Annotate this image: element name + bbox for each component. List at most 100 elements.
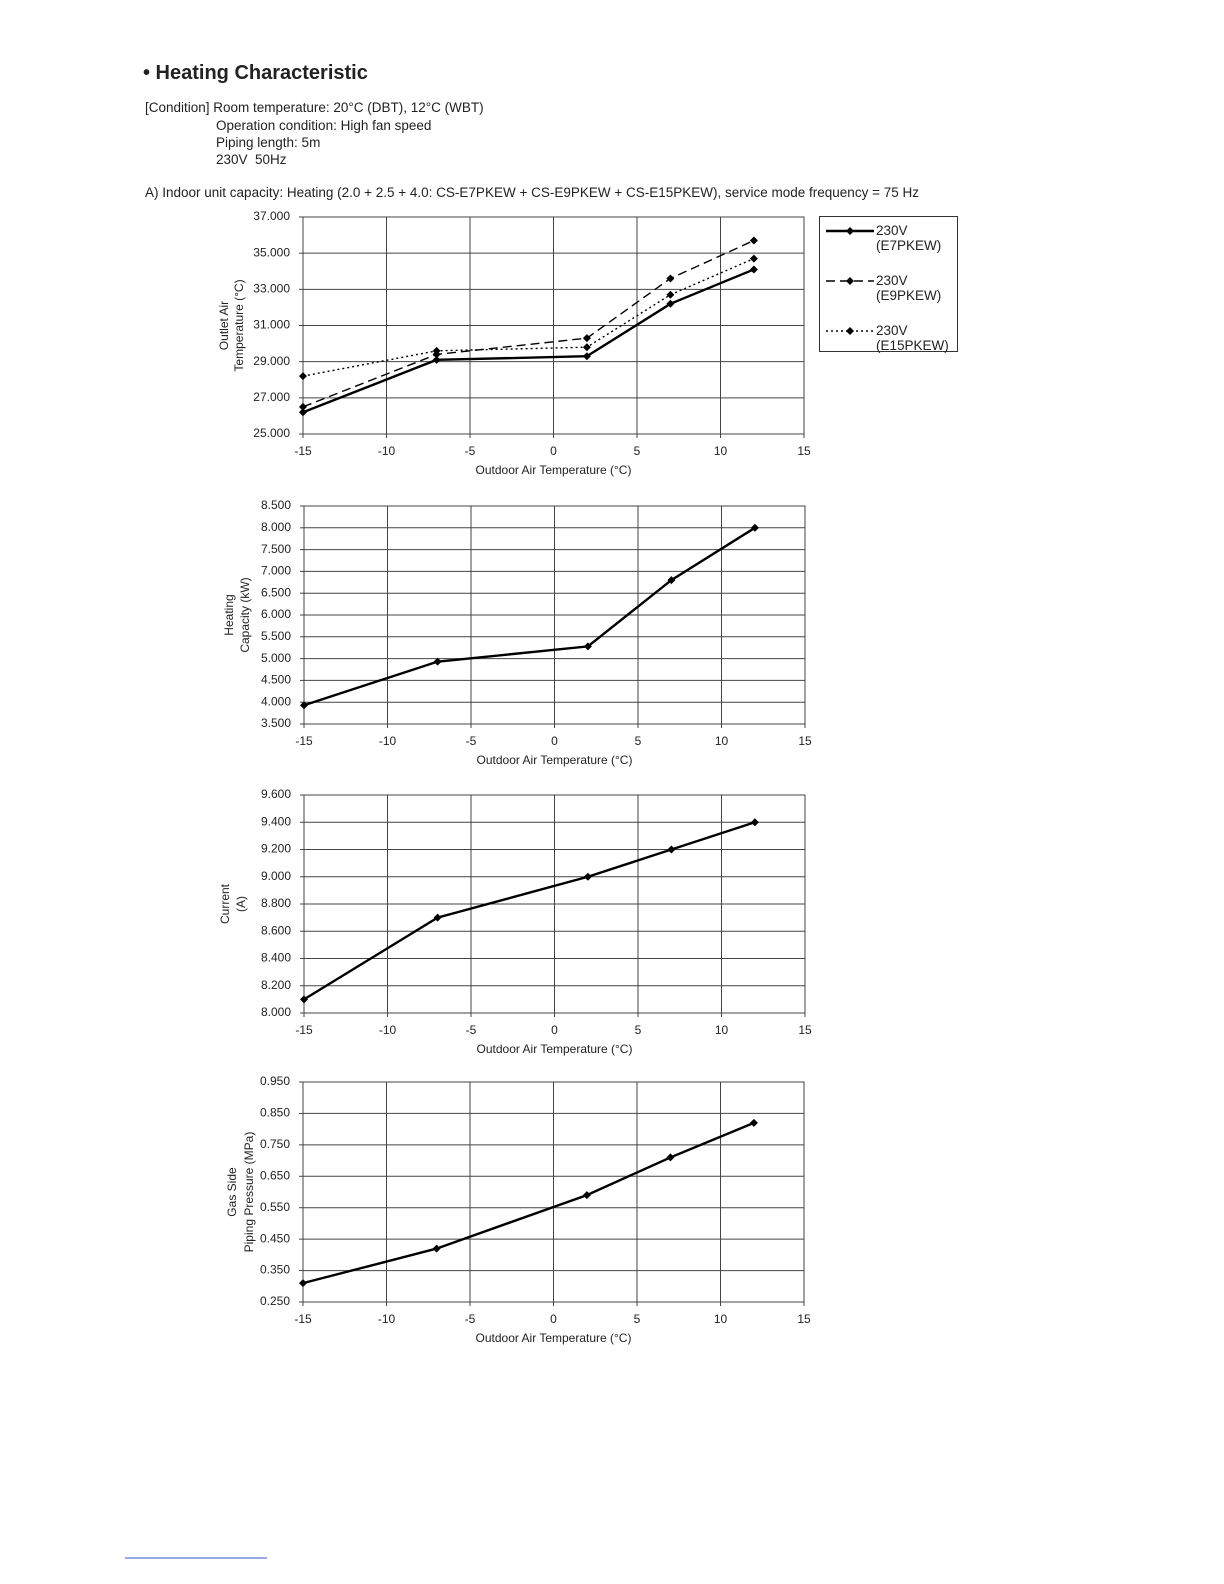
y-tick-label: 0.650 <box>260 1168 290 1182</box>
y-tick-label: 8.600 <box>261 923 291 937</box>
y-tick-label: 25.000 <box>253 426 290 440</box>
y-tick-label: 31.000 <box>253 318 290 332</box>
legend-item: 230V (E9PKEW) <box>820 273 957 317</box>
legend-label: 230V (E7PKEW) <box>876 223 942 253</box>
section-heading: A) Indoor unit capacity: Heating (2.0 + … <box>145 185 919 200</box>
legend-marker <box>846 277 854 285</box>
y-tick-label: 0.550 <box>260 1200 290 1214</box>
point-marker <box>299 402 307 411</box>
point-marker <box>667 845 676 854</box>
point-marker <box>582 334 591 343</box>
x-tick-label: 5 <box>634 1312 641 1326</box>
legend-swatch <box>826 327 874 335</box>
x-tick-label: 15 <box>797 444 811 458</box>
page-title: • Heating Characteristic <box>143 62 368 84</box>
y-axis-title: Current <box>218 883 232 924</box>
x-tick-label: 15 <box>798 734 812 748</box>
x-tick-label: 10 <box>715 1023 729 1037</box>
point-marker <box>750 818 759 827</box>
legend: 230V (E7PKEW) 230V (E9PKEW) 230V (E15PKEW) <box>819 216 958 353</box>
legend-label: 230V (E15PKEW) <box>876 323 949 353</box>
y-tick-label: 0.350 <box>260 1263 290 1277</box>
y-tick-label: 5.500 <box>261 629 291 643</box>
point-marker <box>582 352 591 361</box>
y-axis-title: (A) <box>234 896 248 912</box>
y-tick-label: 37.000 <box>253 209 290 223</box>
x-tick-label: -15 <box>295 734 313 748</box>
point-marker <box>299 1279 307 1288</box>
point-marker <box>432 355 441 364</box>
y-tick-label: 8.000 <box>261 1005 291 1019</box>
x-tick-label: 0 <box>551 1023 558 1037</box>
y-tick-label: 8.200 <box>261 978 291 992</box>
y-tick-label: 9.200 <box>261 842 291 856</box>
y-tick-label: 7.500 <box>261 542 291 556</box>
legend-swatch <box>826 227 874 235</box>
point-marker <box>666 299 675 308</box>
y-axis-title: Outlet Air <box>217 301 231 350</box>
y-tick-label: 8.500 <box>261 498 291 512</box>
y-tick-label: 27.000 <box>253 390 290 404</box>
legend-swatch <box>826 277 874 285</box>
y-tick-label: 33.000 <box>253 282 290 296</box>
point-marker <box>749 254 758 263</box>
x-tick-label: -15 <box>295 1023 313 1037</box>
x-tick-label: 0 <box>550 1312 557 1326</box>
x-tick-label: -10 <box>378 444 396 458</box>
point-marker <box>432 346 441 355</box>
point-marker <box>583 872 592 881</box>
x-tick-label: 5 <box>635 1023 642 1037</box>
point-marker <box>299 372 307 381</box>
x-tick-label: 15 <box>797 1312 811 1326</box>
y-tick-label: 9.600 <box>261 787 291 801</box>
point-marker <box>433 913 442 922</box>
y-tick-label: 9.000 <box>261 869 291 883</box>
point-marker <box>750 523 759 532</box>
x-tick-label: 5 <box>634 444 641 458</box>
y-tick-label: 4.500 <box>261 673 291 687</box>
x-tick-label: -15 <box>294 444 312 458</box>
y-tick-label: 6.500 <box>261 585 291 599</box>
y-tick-label: 29.000 <box>253 354 290 368</box>
x-tick-label: -15 <box>294 1312 312 1326</box>
legend-marker <box>846 227 854 235</box>
y-tick-label: 0.950 <box>260 1074 290 1088</box>
x-tick-label: -10 <box>379 734 397 748</box>
x-tick-label: -5 <box>465 1312 476 1326</box>
y-tick-label: 6.000 <box>261 607 291 621</box>
y-tick-label: 3.500 <box>261 716 291 730</box>
point-marker <box>666 1153 675 1162</box>
point-marker <box>667 576 676 585</box>
x-tick-label: 5 <box>635 734 642 748</box>
x-tick-label: -10 <box>379 1023 397 1037</box>
legend-item: 230V (E15PKEW) <box>820 323 957 367</box>
x-tick-label: 10 <box>714 1312 728 1326</box>
y-tick-label: 8.000 <box>261 520 291 534</box>
condition-line: Piping length: 5m <box>216 135 321 150</box>
y-tick-label: 0.750 <box>260 1137 290 1151</box>
legend-marker <box>846 327 854 335</box>
condition-line: [Condition] Room temperature: 20°C (DBT)… <box>145 100 484 115</box>
point-marker <box>433 657 442 666</box>
y-axis-title: Piping Pressure (MPa) <box>242 1132 256 1253</box>
x-tick-label: 10 <box>714 444 728 458</box>
x-tick-label: 15 <box>798 1023 812 1037</box>
point-marker <box>299 408 307 417</box>
legend-item: 230V (E7PKEW) <box>820 223 957 267</box>
y-tick-label: 35.000 <box>253 245 290 259</box>
x-tick-label: -5 <box>465 444 476 458</box>
point-marker <box>583 642 592 651</box>
x-tick-label: 0 <box>550 444 557 458</box>
point-marker <box>432 1244 441 1253</box>
y-tick-label: 0.250 <box>260 1294 290 1308</box>
y-tick-label: 0.850 <box>260 1106 290 1120</box>
point-marker <box>749 265 758 274</box>
x-tick-label: 0 <box>551 734 558 748</box>
condition-line: 230V 50Hz <box>216 152 287 167</box>
y-axis-title: Temperature (°C) <box>232 279 246 371</box>
point-marker <box>666 274 675 283</box>
y-axis-title: Capacity (kW) <box>238 577 252 652</box>
y-tick-label: 7.000 <box>261 564 291 578</box>
legend-label: 230V (E9PKEW) <box>876 273 942 303</box>
